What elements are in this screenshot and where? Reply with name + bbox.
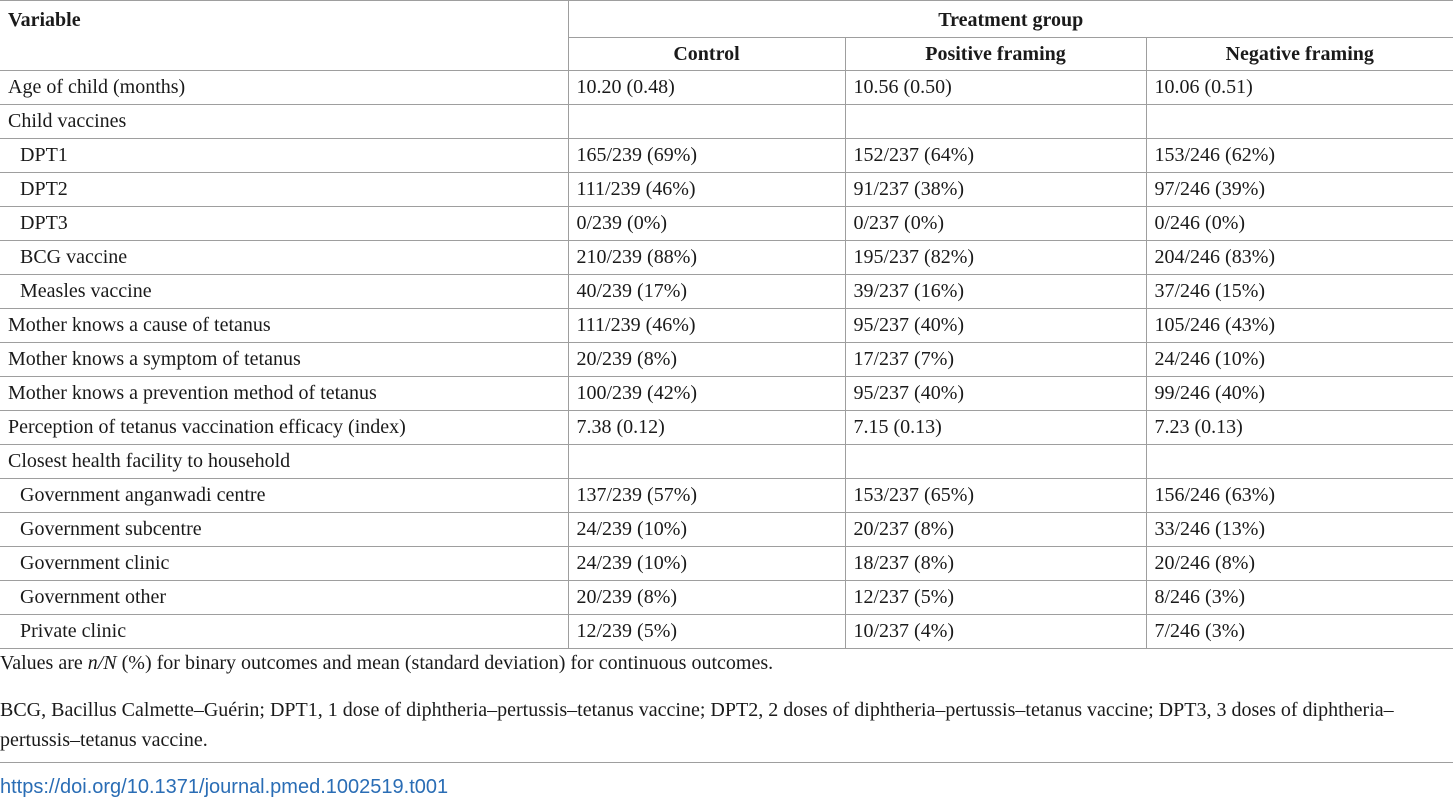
table-row: Closest health facility to household xyxy=(0,444,1453,479)
row-value: 20/239 (8%) xyxy=(567,580,845,615)
header-negative-framing: Negative framing xyxy=(1145,37,1453,71)
row-value: 18/237 (8%) xyxy=(844,546,1146,581)
row-label: Age of child (months) xyxy=(0,70,568,105)
row-value: 100/239 (42%) xyxy=(567,376,845,411)
table-row: Perception of tetanus vaccination effica… xyxy=(0,410,1453,445)
row-value: 37/246 (15%) xyxy=(1145,274,1453,309)
header-variable: Variable xyxy=(0,0,568,71)
row-value: 24/239 (10%) xyxy=(567,512,845,547)
row-value: 24/246 (10%) xyxy=(1145,342,1453,377)
row-label: Perception of tetanus vaccination effica… xyxy=(0,410,568,445)
header-control: Control xyxy=(567,37,845,71)
row-label: Government other xyxy=(0,580,568,615)
row-value: 210/239 (88%) xyxy=(567,240,845,275)
row-value: 105/246 (43%) xyxy=(1145,308,1453,343)
row-label: Mother knows a cause of tetanus xyxy=(0,308,568,343)
header-treatment-group: Treatment group xyxy=(567,0,1453,38)
row-value: 95/237 (40%) xyxy=(844,308,1146,343)
header-positive-framing: Positive framing xyxy=(844,37,1146,71)
row-label: Closest health facility to household xyxy=(0,444,568,479)
row-value: 97/246 (39%) xyxy=(1145,172,1453,207)
row-value: 7.23 (0.13) xyxy=(1145,410,1453,445)
table-row: Mother knows a cause of tetanus 111/239 (… xyxy=(0,308,1453,343)
row-value: 10/237 (4%) xyxy=(844,614,1146,649)
table-header: Variable Treatment group Control Positiv… xyxy=(0,0,1453,71)
row-value xyxy=(1145,444,1453,479)
row-value: 8/246 (3%) xyxy=(1145,580,1453,615)
row-label: Private clinic xyxy=(0,614,568,649)
row-value: 12/239 (5%) xyxy=(567,614,845,649)
row-label: Government clinic xyxy=(0,546,568,581)
table-row: DPT2 111/239 (46%) 91/237 (38%) 97/246 (39%… xyxy=(0,172,1453,207)
row-label: Mother knows a prevention method of teta… xyxy=(0,376,568,411)
table-row: Government anganwadi centre 137/239 (57%)… xyxy=(0,478,1453,513)
row-value: 156/246 (63%) xyxy=(1145,478,1453,513)
table-row: DPT3 0/239 (0%) 0/237 (0%) 0/246 (0%) xyxy=(0,206,1453,241)
row-value xyxy=(567,104,845,139)
row-value: 0/246 (0%) xyxy=(1145,206,1453,241)
values-note: Values are n/N (%) for binary outcomes a… xyxy=(0,652,774,674)
row-label: Government anganwadi centre xyxy=(0,478,568,513)
row-value: 39/237 (16%) xyxy=(844,274,1146,309)
table-row: Mother knows a symptom of tetanus 20/239 … xyxy=(0,342,1453,377)
row-value: 7/246 (3%) xyxy=(1145,614,1453,649)
data-table: Variable Treatment group Control Positiv… xyxy=(0,0,1453,649)
row-value: 153/237 (65%) xyxy=(844,478,1146,513)
row-label: Mother knows a symptom of tetanus xyxy=(0,342,568,377)
table-row: Government other 20/239 (8%) 12/237 (5%) 8/… xyxy=(0,580,1453,615)
row-value: 91/237 (38%) xyxy=(844,172,1146,207)
row-value: 195/237 (82%) xyxy=(844,240,1146,275)
row-value: 33/246 (13%) xyxy=(1145,512,1453,547)
row-value: 99/246 (40%) xyxy=(1145,376,1453,411)
row-value: 137/239 (57%) xyxy=(567,478,845,513)
table-body: Age of child (months) 10.20 (0.48) 10.56 (… xyxy=(0,70,1453,649)
row-label: DPT2 xyxy=(0,172,568,207)
row-value: 165/239 (69%) xyxy=(567,138,845,173)
row-value: 10.06 (0.51) xyxy=(1145,70,1453,105)
row-label: Child vaccines xyxy=(0,104,568,139)
row-value: 0/239 (0%) xyxy=(567,206,845,241)
row-value: 24/239 (10%) xyxy=(567,546,845,581)
row-value: 204/246 (83%) xyxy=(1145,240,1453,275)
row-value: 20/239 (8%) xyxy=(567,342,845,377)
values-note-nN: n/N xyxy=(87,652,117,674)
table-row: Measles vaccine 40/239 (17%) 39/237 (16%) 3… xyxy=(0,274,1453,309)
table-row: Government subcentre 24/239 (10%) 20/237 (… xyxy=(0,512,1453,547)
row-value: 7.15 (0.13) xyxy=(844,410,1146,445)
doi-divider xyxy=(0,762,1453,763)
row-label: BCG vaccine xyxy=(0,240,568,275)
row-value: 152/237 (64%) xyxy=(844,138,1146,173)
table-row: Age of child (months) 10.20 (0.48) 10.56 (… xyxy=(0,70,1453,105)
row-value: 10.56 (0.50) xyxy=(844,70,1146,105)
row-value: 20/237 (8%) xyxy=(844,512,1146,547)
table-row: Private clinic 12/239 (5%) 10/237 (4%) 7/24… xyxy=(0,614,1453,649)
row-value: 111/239 (46%) xyxy=(567,308,845,343)
row-label: DPT3 xyxy=(0,206,568,241)
table-row: Mother knows a prevention method of teta… xyxy=(0,376,1453,411)
row-value: 0/237 (0%) xyxy=(844,206,1146,241)
row-value: 12/237 (5%) xyxy=(844,580,1146,615)
table-row: BCG vaccine 210/239 (88%) 195/237 (82%) 204… xyxy=(0,240,1453,275)
doi-link[interactable]: https://doi.org/10.1371/journal.pmed.100… xyxy=(0,776,449,798)
table-row: Government clinic 24/239 (10%) 18/237 (8%)… xyxy=(0,546,1453,581)
row-label: DPT1 xyxy=(0,138,568,173)
row-value xyxy=(1145,104,1453,139)
row-value: 17/237 (7%) xyxy=(844,342,1146,377)
row-value xyxy=(567,444,845,479)
row-value: 95/237 (40%) xyxy=(844,376,1146,411)
row-value xyxy=(844,104,1146,139)
row-label: Government subcentre xyxy=(0,512,568,547)
row-value: 7.38 (0.12) xyxy=(567,410,845,445)
row-value: 20/246 (8%) xyxy=(1145,546,1453,581)
row-value: 40/239 (17%) xyxy=(567,274,845,309)
row-label: Measles vaccine xyxy=(0,274,568,309)
abbreviations-note: BCG, Bacillus Calmette–Guérin; DPT1, 1 d… xyxy=(0,699,1394,751)
table-row: DPT1 165/239 (69%) 152/237 (64%) 153/246 (6… xyxy=(0,138,1453,173)
row-value: 10.20 (0.48) xyxy=(567,70,845,105)
row-value: 111/239 (46%) xyxy=(567,172,845,207)
table-row: Child vaccines xyxy=(0,104,1453,139)
row-value xyxy=(844,444,1146,479)
row-value: 153/246 (62%) xyxy=(1145,138,1453,173)
